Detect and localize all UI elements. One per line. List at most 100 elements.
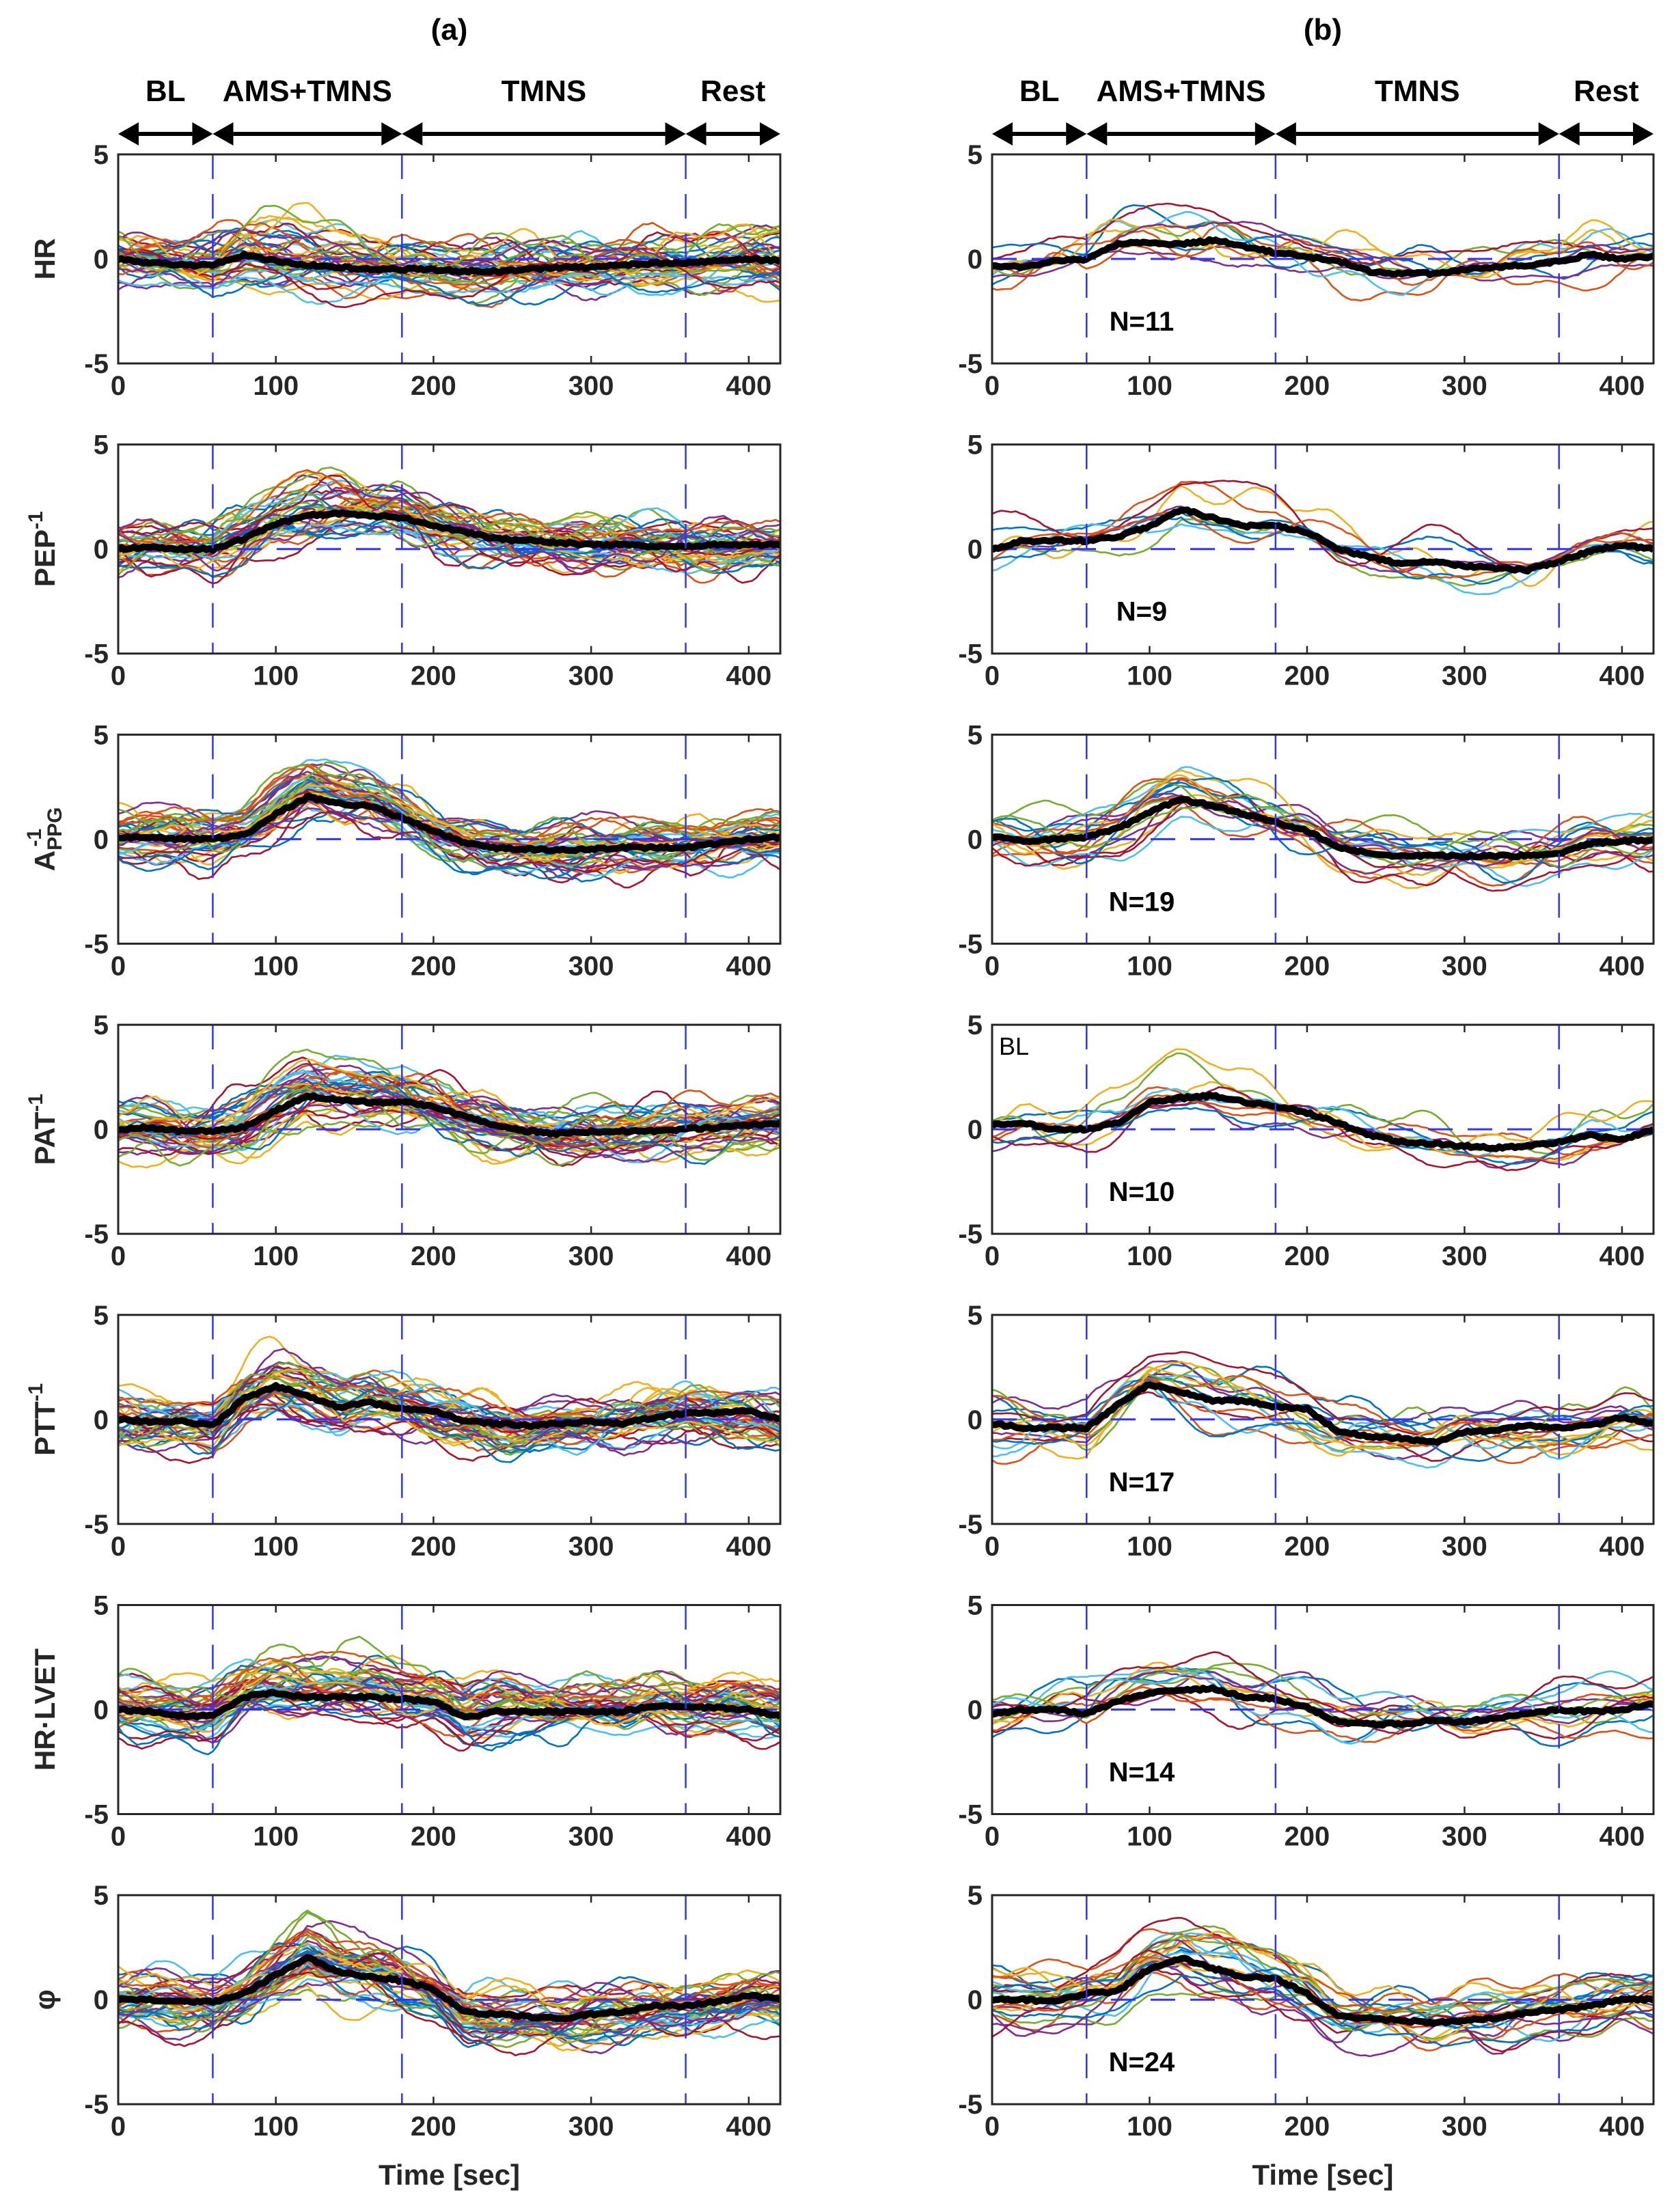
n-count-label: N=17: [1109, 1467, 1175, 1497]
plot-data: [118, 1336, 780, 1464]
y-tick-label: 0: [94, 1696, 109, 1726]
y-axis-label-base: φ: [29, 1989, 61, 2010]
subject-trace: [992, 204, 1654, 286]
x-tick-label: 400: [1600, 2112, 1645, 2142]
phase-label-tmns: TMNS: [502, 74, 587, 108]
n-count-label: N=9: [1116, 597, 1168, 627]
mean-trace: [118, 1092, 780, 1138]
mean-trace: [992, 1954, 1654, 2028]
subject-trace: [118, 1678, 780, 1744]
subject-trace: [118, 250, 780, 286]
x-tick-label: 100: [253, 2112, 299, 2142]
x-tick-label: 200: [1285, 371, 1330, 401]
subject-trace: [118, 1950, 780, 2038]
subject-trace: [118, 1385, 780, 1463]
x-tick-label: 0: [111, 371, 126, 401]
column-header-b: (b) BL AMS+TMNS TMNS Rest: [992, 13, 1654, 146]
subject-trace: [992, 777, 1654, 884]
n-count-label: N=11: [1110, 307, 1175, 337]
y-tick-label: -5: [84, 929, 109, 959]
x-tick-label: 200: [411, 661, 456, 691]
y-axis-label: HR·LVET: [29, 1648, 61, 1771]
subject-trace: [118, 1070, 780, 1150]
plot-data: [992, 202, 1654, 302]
y-tick-label: 0: [94, 1115, 109, 1145]
subject-trace: [118, 770, 780, 848]
phase-label-amstmns: AMS+TMNS: [1097, 74, 1266, 108]
axes-box: [117, 1314, 782, 1525]
arrowhead-right-icon: [665, 122, 686, 146]
y-tick-label: 5: [968, 720, 983, 750]
subject-trace: [992, 1935, 1654, 2015]
x-tick-label: 400: [726, 951, 771, 981]
subject-trace: [118, 1070, 780, 1127]
x-tick-label: 100: [253, 661, 299, 691]
y-tick-label: 5: [968, 430, 983, 460]
y-axis-label-base: PAT: [29, 1111, 61, 1165]
y-axis-label-base: PEP: [29, 529, 61, 587]
subject-trace: [118, 258, 780, 307]
y-axis-label-base: HR: [29, 238, 61, 280]
subject-trace: [992, 1939, 1654, 2058]
y-tick-label: 0: [968, 245, 983, 275]
y-tick-label: -5: [958, 639, 983, 669]
plot-data: [992, 1651, 1654, 1747]
x-tick-label: 400: [1600, 661, 1645, 691]
axes-box: [991, 153, 1655, 365]
plot-data: [118, 1049, 780, 1169]
x-tick-label: 100: [253, 371, 299, 401]
subject-trace: [992, 1651, 1654, 1735]
n-count-label: N=19: [1109, 887, 1175, 917]
subject-trace: [992, 219, 1654, 279]
axes-box: [991, 443, 1655, 655]
phase-label-rest: Rest: [1574, 74, 1639, 108]
subject-trace: [992, 202, 1654, 265]
subject-trace: [118, 1083, 780, 1145]
x-tick-label: 100: [1127, 1241, 1172, 1271]
y-tick-label: -5: [958, 2090, 983, 2120]
y-tick-label: 5: [94, 720, 109, 750]
axes-box: [991, 1023, 1655, 1235]
arrowhead-right-icon: [1066, 122, 1087, 146]
mean-trace: [118, 251, 780, 276]
arrowhead-right-icon: [192, 122, 213, 146]
arrowhead-right-icon: [760, 122, 780, 146]
x-tick-label: 300: [1442, 1532, 1487, 1562]
mean-trace: [118, 1382, 780, 1430]
n-count-label: N=24: [1109, 2047, 1175, 2077]
subject-trace: [992, 1351, 1654, 1436]
subject-trace: [118, 1974, 780, 2042]
mean-trace: [118, 1688, 780, 1721]
arrowhead-left-icon: [1559, 122, 1580, 146]
y-axis-label-sup: -1: [23, 829, 46, 847]
y-tick-label: 0: [968, 825, 983, 855]
y-tick-label: -5: [84, 1510, 109, 1540]
subject-trace: [992, 799, 1654, 892]
axes-box: [117, 443, 782, 655]
subject-trace: [118, 269, 780, 296]
x-tick-label: 400: [726, 661, 771, 691]
subject-trace: [992, 1366, 1654, 1439]
bl-annotation: BL: [999, 1032, 1029, 1060]
plot-data: [992, 1351, 1654, 1469]
y-tick-label: 5: [94, 1591, 109, 1621]
subject-trace: [118, 1664, 780, 1720]
y-axis-label-sup: -1: [25, 1094, 47, 1112]
subject-trace: [118, 480, 780, 562]
phase-label-bl: BL: [146, 74, 186, 108]
phase-label-rest: Rest: [700, 74, 766, 108]
y-tick-label: 5: [968, 1881, 983, 1911]
subject-trace: [118, 1095, 780, 1163]
x-tick-label: 200: [411, 2112, 456, 2142]
x-tick-label: 0: [111, 1532, 126, 1562]
y-axis-label-sub: PPG: [44, 807, 66, 851]
y-axis-label-sup: -1: [25, 1383, 47, 1402]
subject-trace: [118, 778, 780, 863]
x-tick-label: 100: [1127, 951, 1172, 981]
x-tick-label: 100: [1127, 1532, 1172, 1562]
column-title: (a): [431, 13, 468, 46]
x-tick-label: 400: [726, 1241, 771, 1271]
x-tick-label: 100: [253, 1822, 299, 1852]
